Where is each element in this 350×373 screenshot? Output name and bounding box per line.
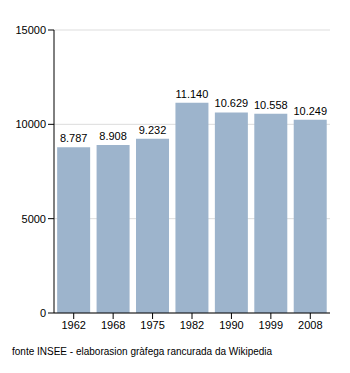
svg-text:1990: 1990	[219, 319, 243, 331]
svg-text:10000: 10000	[15, 118, 46, 130]
svg-text:9.232: 9.232	[139, 124, 167, 136]
svg-text:0: 0	[40, 307, 46, 319]
svg-text:15000: 15000	[15, 24, 46, 36]
svg-text:1999: 1999	[259, 319, 283, 331]
svg-text:8.908: 8.908	[99, 130, 127, 142]
svg-text:10.249: 10.249	[293, 105, 327, 117]
svg-text:1975: 1975	[140, 319, 164, 331]
svg-text:1962: 1962	[61, 319, 85, 331]
svg-text:11.140: 11.140	[176, 88, 209, 100]
html-text:fonte INSEE - elaborasion gràf: fonte INSEE - elaborasion gràfega rancur…	[12, 346, 273, 357]
svg-text:1982: 1982	[180, 319, 204, 331]
svg-text:10.558: 10.558	[254, 99, 288, 111]
svg-text:8.787: 8.787	[60, 132, 88, 144]
svg-text:2008: 2008	[298, 319, 322, 331]
svg-text:1968: 1968	[101, 319, 125, 331]
svg-text:5000: 5000	[22, 213, 46, 225]
svg-text:10.629: 10.629	[215, 97, 249, 109]
